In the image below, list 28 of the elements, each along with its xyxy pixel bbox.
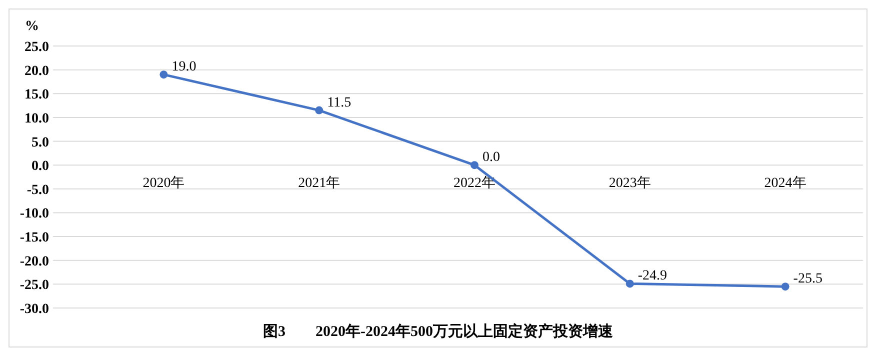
y-tick-label: -15.0 (20, 230, 49, 246)
y-tick-label: -5.0 (26, 182, 49, 198)
text: 图3 2020年-2024年500万元以上固定资产投资增速 (263, 322, 614, 340)
data-label: -25.5 (793, 272, 822, 287)
x-tick-label: 2024年 (764, 175, 806, 192)
y-tick-label: -20.0 (20, 254, 49, 270)
data-label: 0.0 (482, 150, 500, 166)
point (781, 282, 790, 291)
point (315, 106, 324, 114)
point (160, 70, 168, 79)
x-tick-label: 2021年 (298, 175, 340, 192)
data-label: 19.0 (172, 60, 196, 75)
y-tick-label: 0.0 (32, 159, 49, 174)
y-tick-label: -30.0 (20, 302, 49, 317)
x-tick-label: 2023年 (608, 175, 651, 192)
y-tick-label: -25.0 (20, 278, 49, 294)
x-tick-label: 2020年 (142, 175, 185, 192)
y-tick-label: 15.0 (24, 88, 49, 103)
point (626, 280, 634, 288)
y-tick-label: -10.0 (20, 206, 49, 222)
y-tick-label: 20.0 (24, 64, 49, 79)
y-axis-title: % (25, 19, 39, 34)
point (470, 161, 478, 170)
data-label: 11.5 (327, 95, 352, 110)
y-tick-label: 25.0 (24, 40, 49, 55)
y-tick-label: 10.0 (24, 111, 49, 126)
y-tick-label: 5.0 (32, 135, 49, 150)
data-label: -24.9 (638, 268, 668, 284)
